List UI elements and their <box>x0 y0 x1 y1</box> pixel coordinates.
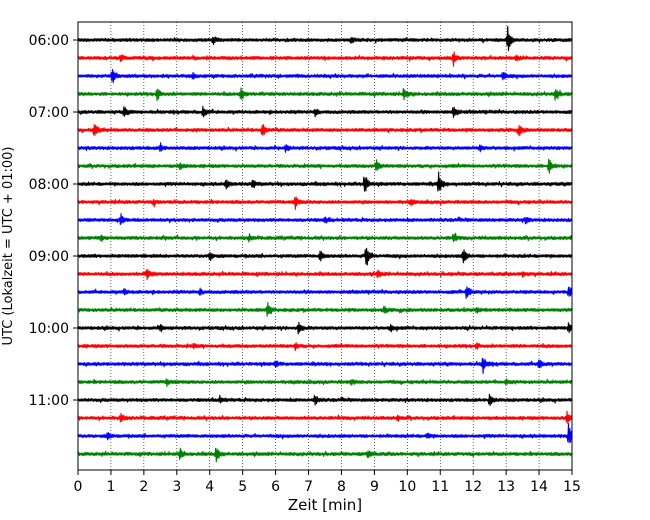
trace-0700 <box>77 105 573 118</box>
x-tick-label-9: 9 <box>370 479 379 495</box>
trace-0845 <box>77 232 573 243</box>
x-tick-label-11: 11 <box>431 479 449 495</box>
trace-0815 <box>77 196 573 210</box>
trace-0715 <box>77 124 573 137</box>
plot-frame <box>77 21 573 471</box>
trace-1130 <box>77 422 573 444</box>
x-tick-label-14: 14 <box>530 479 548 495</box>
x-tick-label-5: 5 <box>238 479 247 495</box>
x-tick-label-4: 4 <box>205 479 214 495</box>
x-tick-label-2: 2 <box>139 479 148 495</box>
y-tick-label-0700: 07:00 <box>29 105 69 121</box>
trace-1115 <box>77 410 573 424</box>
trace-1100 <box>77 393 573 407</box>
y-axis-ticks: 06:00 07:00 08:00 09:00 10:00 11:00 <box>29 33 78 409</box>
y-axis-label: UTC (Lokalzeit = UTC + 01:00) <box>1 147 16 346</box>
x-tick-label-13: 13 <box>497 479 515 495</box>
x-tick-label-15: 15 <box>563 479 581 495</box>
y-tick-label-1100: 11:00 <box>29 393 69 409</box>
y-tick-label-1000: 10:00 <box>29 321 69 337</box>
trace-0630 <box>77 69 573 84</box>
x-axis-ticks: 0 1 2 3 4 5 6 7 8 9 10 11 12 13 14 15 <box>74 470 581 495</box>
x-tick-label-1: 1 <box>106 479 115 495</box>
trace-0800 <box>77 171 573 192</box>
x-tick-label-0: 0 <box>74 479 83 495</box>
trace-0830 <box>77 213 573 226</box>
x-tick-label-12: 12 <box>464 479 482 495</box>
trace-0945 <box>77 302 573 317</box>
x-tick-label-8: 8 <box>337 479 346 495</box>
x-axis-label: Zeit [min] <box>288 496 362 514</box>
y-tick-label-0600: 06:00 <box>29 33 69 49</box>
trace-0730 <box>77 142 573 153</box>
seismic-traces <box>77 25 573 463</box>
x-gridlines <box>110 22 540 470</box>
y-tick-label-0800: 08:00 <box>29 177 69 193</box>
trace-1000 <box>77 321 573 335</box>
y-tick-label-0900: 09:00 <box>29 249 69 265</box>
trace-1045 <box>77 378 573 388</box>
trace-0600 <box>77 25 573 52</box>
trace-0615 <box>77 51 573 67</box>
trace-0645 <box>77 87 573 102</box>
trace-0900 <box>77 247 573 266</box>
x-tick-label-7: 7 <box>304 479 313 495</box>
x-tick-label-6: 6 <box>271 479 280 495</box>
x-tick-label-10: 10 <box>398 479 416 495</box>
trace-0745 <box>77 158 573 174</box>
x-tick-label-3: 3 <box>172 479 181 495</box>
trace-0915 <box>77 268 573 281</box>
trace-1015 <box>77 342 573 352</box>
trace-1030 <box>77 357 573 375</box>
trace-0930 <box>77 286 573 299</box>
trace-1145 <box>77 447 573 463</box>
